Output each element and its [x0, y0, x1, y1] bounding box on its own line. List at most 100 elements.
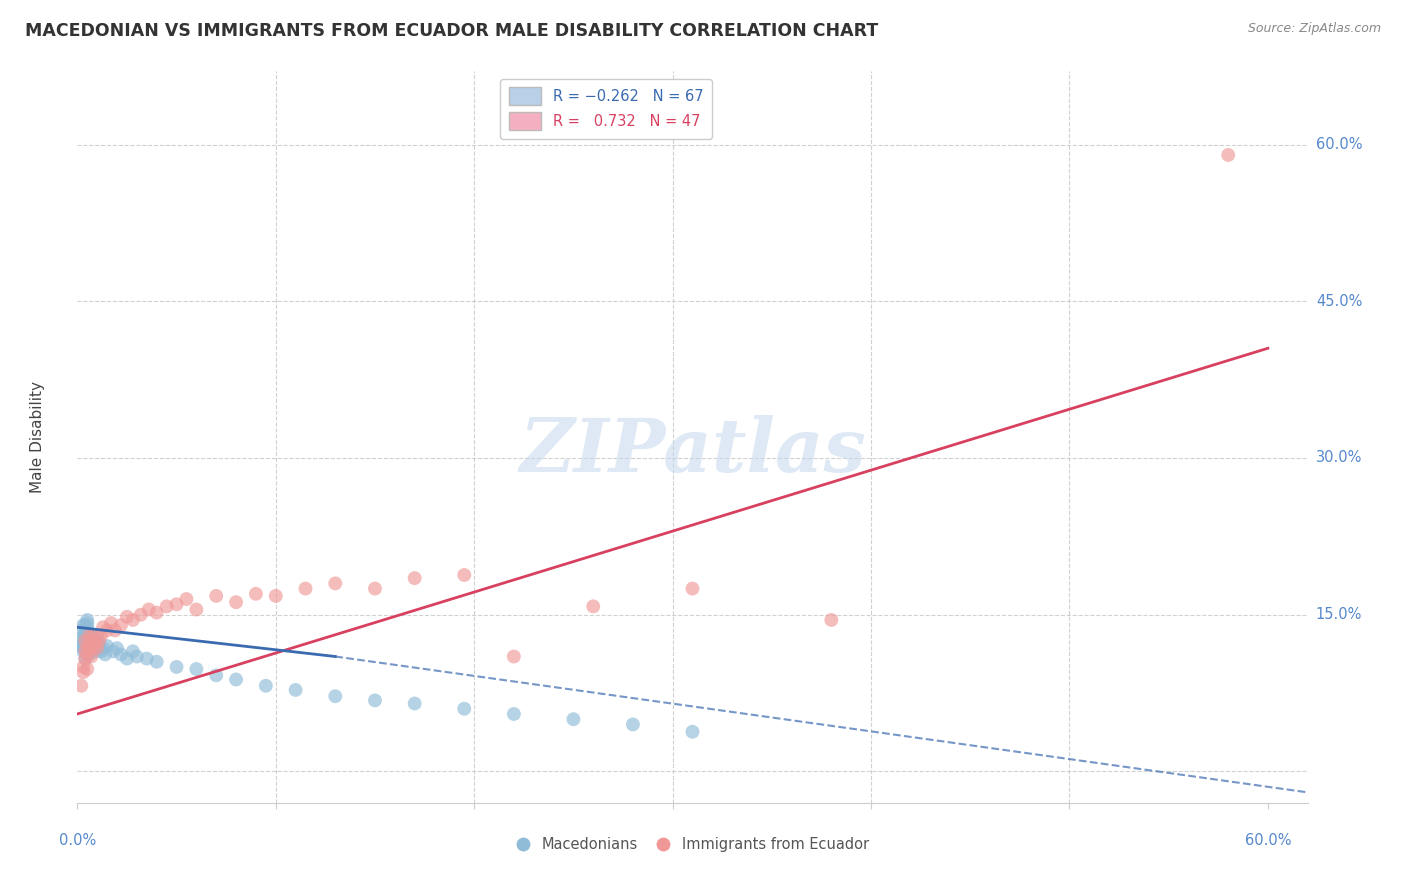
- Point: [364, 693, 387, 707]
- Point: [205, 668, 228, 682]
- Point: [86, 629, 108, 643]
- Point: [80, 644, 103, 658]
- Point: [90, 644, 112, 658]
- Point: [75, 631, 97, 645]
- Point: [122, 613, 145, 627]
- Point: [76, 624, 98, 638]
- Point: [82, 641, 104, 656]
- Point: [186, 602, 208, 616]
- Point: [84, 644, 107, 658]
- Point: [145, 655, 167, 669]
- Point: [72, 637, 94, 651]
- Point: [76, 648, 98, 662]
- Point: [77, 641, 100, 656]
- Text: 15.0%: 15.0%: [1316, 607, 1362, 623]
- Point: [122, 644, 145, 658]
- Point: [145, 606, 167, 620]
- Point: [115, 609, 138, 624]
- Point: [94, 648, 117, 662]
- Point: [96, 639, 118, 653]
- Point: [75, 633, 97, 648]
- Point: [72, 660, 94, 674]
- Point: [77, 648, 100, 662]
- Text: 0.0%: 0.0%: [59, 833, 96, 848]
- Point: [77, 629, 100, 643]
- Point: [80, 633, 103, 648]
- Text: Male Disability: Male Disability: [31, 381, 45, 493]
- Point: [75, 626, 97, 640]
- Point: [76, 631, 98, 645]
- Point: [682, 724, 704, 739]
- Point: [84, 637, 107, 651]
- Point: [72, 665, 94, 680]
- Point: [105, 641, 128, 656]
- Point: [82, 629, 104, 643]
- Point: [820, 613, 842, 627]
- Point: [76, 633, 98, 648]
- Point: [166, 597, 188, 611]
- Point: [101, 644, 124, 658]
- Point: [86, 641, 108, 656]
- Point: [90, 629, 112, 643]
- Point: [138, 602, 160, 616]
- Point: [96, 624, 118, 638]
- Point: [115, 651, 138, 665]
- Point: [77, 637, 100, 651]
- Point: [1218, 148, 1240, 162]
- Point: [166, 660, 188, 674]
- Point: [129, 607, 152, 622]
- Point: [72, 633, 94, 648]
- Point: [186, 662, 208, 676]
- Point: [82, 641, 104, 656]
- Point: [404, 697, 426, 711]
- Point: [621, 717, 644, 731]
- Point: [453, 702, 475, 716]
- Point: [86, 641, 108, 656]
- Point: [76, 648, 98, 662]
- Point: [75, 651, 97, 665]
- Point: [110, 618, 132, 632]
- Point: [91, 620, 114, 634]
- Point: [225, 673, 247, 687]
- Point: [682, 582, 704, 596]
- Point: [284, 682, 307, 697]
- Point: [404, 571, 426, 585]
- Point: [76, 613, 98, 627]
- Point: [75, 641, 97, 656]
- Point: [76, 616, 98, 631]
- Point: [100, 616, 122, 631]
- Point: [323, 576, 346, 591]
- Point: [502, 649, 524, 664]
- Point: [254, 679, 277, 693]
- Point: [89, 637, 111, 651]
- Point: [75, 644, 97, 658]
- Point: [264, 589, 287, 603]
- Point: [176, 592, 198, 607]
- Point: [77, 629, 100, 643]
- Point: [89, 633, 111, 648]
- Point: [76, 629, 98, 643]
- Point: [70, 624, 93, 638]
- Point: [104, 624, 127, 638]
- Point: [82, 637, 104, 651]
- Point: [72, 629, 94, 643]
- Legend: Macedonians, Immigrants from Ecuador: Macedonians, Immigrants from Ecuador: [510, 831, 875, 858]
- Point: [76, 639, 98, 653]
- Text: Source: ZipAtlas.com: Source: ZipAtlas.com: [1247, 22, 1381, 36]
- Point: [294, 582, 316, 596]
- Point: [76, 662, 98, 676]
- Text: 60.0%: 60.0%: [1244, 833, 1291, 848]
- Point: [72, 641, 94, 656]
- Point: [84, 633, 107, 648]
- Point: [75, 651, 97, 665]
- Point: [72, 644, 94, 658]
- Point: [91, 641, 114, 656]
- Point: [110, 648, 132, 662]
- Point: [156, 599, 179, 614]
- Point: [77, 633, 100, 648]
- Point: [562, 712, 585, 726]
- Point: [323, 690, 346, 704]
- Point: [245, 587, 267, 601]
- Point: [76, 620, 98, 634]
- Point: [70, 639, 93, 653]
